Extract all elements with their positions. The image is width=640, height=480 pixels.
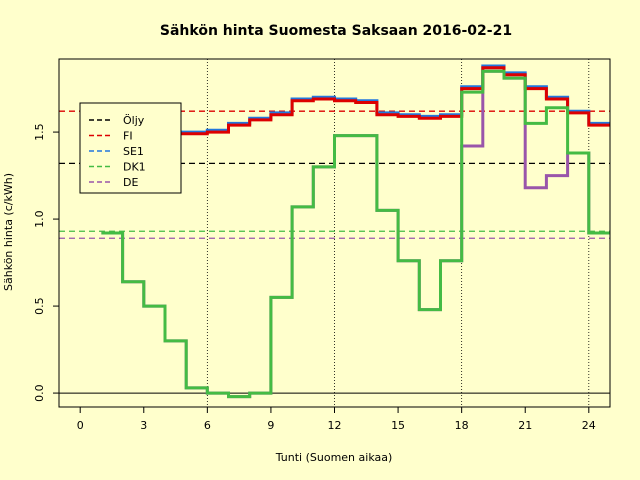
x-tick-label: 15: [391, 419, 405, 432]
x-tick-label: 21: [518, 419, 532, 432]
axes: 0 3 6 9 12 15 18 21 24 0.0 0.5 1.0 1.5: [33, 123, 596, 432]
legend-label-öljy: Öljy: [123, 114, 145, 127]
x-tick-label: 0: [77, 419, 84, 432]
x-tick-label: 12: [328, 419, 342, 432]
legend-label-de: DE: [123, 176, 138, 189]
legend-box: [79, 102, 182, 194]
legend: Öljy FI SE1 DK1 DE: [79, 102, 182, 194]
x-tick-label: 9: [267, 419, 274, 432]
legend-label-se1: SE1: [123, 145, 144, 158]
series-dk1-line: [101, 69, 610, 399]
x-tick-label: 6: [204, 419, 211, 432]
x-axis-label: Tunti (Suomen aikaa): [275, 451, 393, 464]
y-axis-label: Sähkön hinta (c/kWh): [2, 173, 15, 291]
legend-label-fi: FI: [123, 130, 133, 143]
x-tick-label: 18: [455, 419, 469, 432]
x-tick-label: 24: [582, 419, 596, 432]
y-tick-label: 1.5: [33, 123, 46, 141]
y-tick-label: 0.5: [33, 297, 46, 315]
y-tick-label: 1.0: [33, 210, 46, 228]
y-tick-label: 0.0: [33, 384, 46, 402]
chart-title: Sähkön hinta Suomesta Saksaan 2016-02-21: [160, 23, 512, 39]
legend-label-dk1: DK1: [123, 161, 146, 174]
x-tick-label: 3: [140, 419, 147, 432]
